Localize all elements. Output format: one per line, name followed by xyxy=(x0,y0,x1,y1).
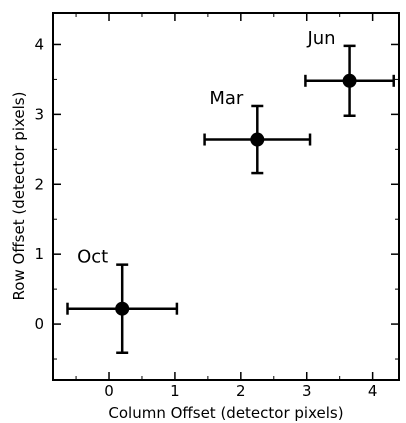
data-point-mar: Mar xyxy=(203,88,312,175)
x-axis-label: Column Offset (detector pixels) xyxy=(108,404,343,422)
y-tick-label-3: 3 xyxy=(34,105,44,123)
data-points: Oct Mar Jun xyxy=(66,28,395,354)
point-marker xyxy=(250,132,265,147)
point-label: Jun xyxy=(306,28,335,49)
point-marker xyxy=(342,73,357,88)
point-label: Mar xyxy=(209,88,244,109)
x-tick-label-1: 1 xyxy=(170,382,180,400)
y-axis-label: Row Offset (detector pixels) xyxy=(10,92,28,301)
x-tick-label-0: 0 xyxy=(104,382,114,400)
point-label: Oct xyxy=(77,247,108,268)
x-tick-label-2: 2 xyxy=(236,382,246,400)
y-tick-label-0: 0 xyxy=(34,315,44,333)
x-tick-label-3: 3 xyxy=(302,382,312,400)
y-tick-label-4: 4 xyxy=(34,35,44,53)
x-tick-label-4: 4 xyxy=(368,382,378,400)
y-axis-ticks: 0 1 2 3 4 xyxy=(34,35,399,360)
data-point-jun: Jun xyxy=(304,28,395,118)
plot-frame xyxy=(52,12,400,381)
point-marker xyxy=(115,301,130,316)
y-tick-label-1: 1 xyxy=(34,245,44,263)
y-tick-label-2: 2 xyxy=(34,175,44,193)
data-point-oct: Oct xyxy=(66,247,179,354)
x-axis-ticks: 0 1 2 3 4 xyxy=(75,13,378,400)
